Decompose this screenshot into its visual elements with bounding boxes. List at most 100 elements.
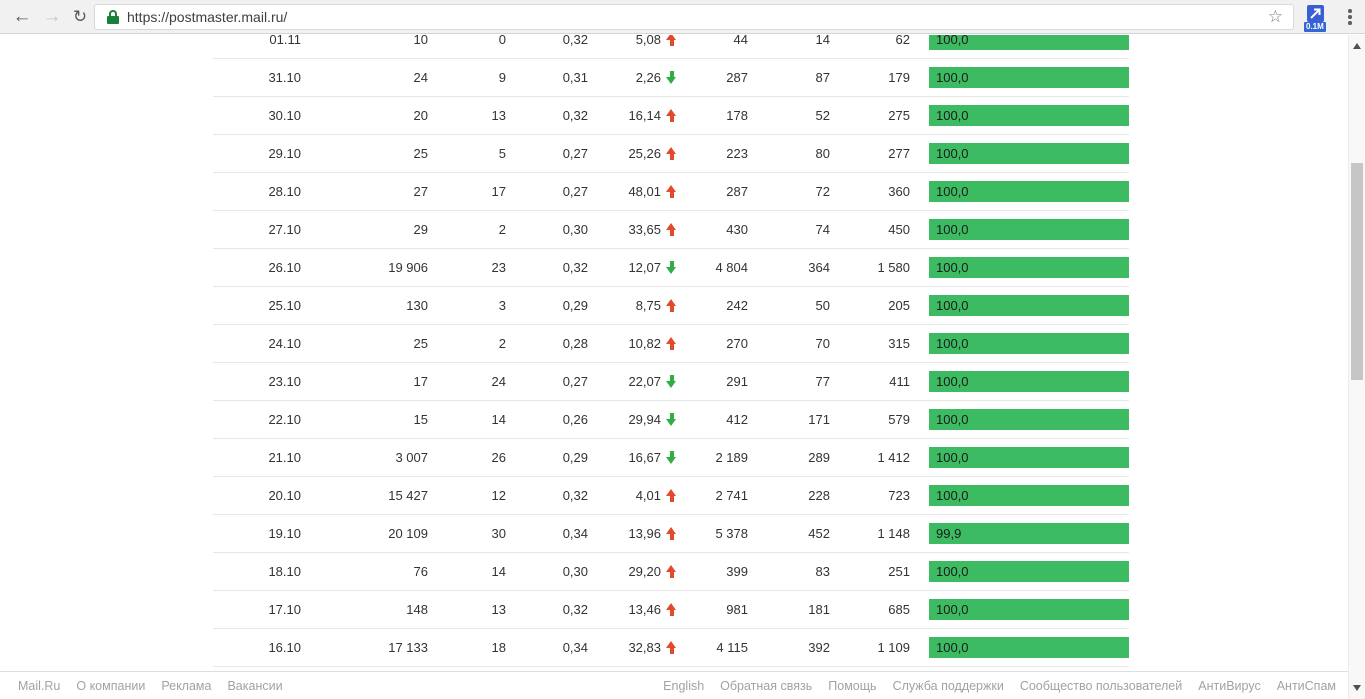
table-row[interactable]: 16.10 17 133 18 0,34 32,83 4 115 392 1 109 100,0 [213, 629, 1129, 667]
footer-link-помощь[interactable]: Помощь [828, 678, 877, 693]
value-cell: 0,27 [562, 146, 588, 161]
value-cell: 579 [888, 412, 910, 427]
value-cell: 17 133 [388, 640, 428, 655]
arrow-down-icon [666, 451, 677, 464]
arrow-up-icon [666, 489, 677, 502]
table-row[interactable]: 19.10 20 109 30 0,34 13,96 5 378 452 1 148 99,9 [213, 515, 1129, 553]
table-row[interactable]: 23.10 17 24 0,27 22,07 291 77 411 100,0 [213, 363, 1129, 401]
date-cell: 19.10 [268, 526, 301, 541]
delta-value: 4,01 [635, 488, 661, 503]
footer-link-обратная-связь[interactable]: Обратная связь [720, 678, 813, 693]
table-row[interactable]: 30.10 20 13 0,32 16,14 178 52 275 100,0 [213, 97, 1129, 135]
footer-link-антиспам[interactable]: АнтиСпам [1276, 678, 1336, 693]
footer-link-mail-ru[interactable]: Mail.Ru [18, 678, 61, 693]
date-cell: 30.10 [268, 108, 301, 123]
delta-value: 5,08 [635, 35, 661, 47]
delta-cell: 32,83 [588, 640, 677, 655]
value-cell: 0,32 [562, 488, 588, 503]
value-cell: 723 [888, 488, 910, 503]
percent-bar-cell: 100,0 [929, 35, 1129, 50]
footer-right-links: English Обратная связь Помощь Служба поддер… [647, 679, 1336, 693]
date-cell: 18.10 [268, 564, 301, 579]
arrow-down-icon [666, 71, 677, 84]
value-cell: 15 [413, 412, 428, 427]
percent-bar: 100,0 [929, 561, 1129, 582]
table-row[interactable]: 18.10 76 14 0,30 29,20 399 83 251 100,0 [213, 553, 1129, 591]
value-cell: 0,30 [562, 222, 588, 237]
table-row[interactable]: 17.10 148 13 0,32 13,46 981 181 685 100,0 [213, 591, 1129, 629]
delta-cell: 2,26 [588, 70, 677, 85]
percent-bar-cell: 100,0 [929, 447, 1129, 468]
footer-link-сообщество-пользователей[interactable]: Сообщество пользователей [1019, 678, 1183, 693]
footer-left-links: Mail.Ru О компании Реклама Вакансии [18, 679, 299, 693]
date-cell: 21.10 [268, 450, 301, 465]
chrome-menu-button[interactable] [1340, 6, 1360, 28]
table-row[interactable]: 29.10 25 5 0,27 25,26 223 80 277 100,0 [213, 135, 1129, 173]
delta-value: 13,96 [628, 526, 661, 541]
percent-bar-cell: 100,0 [929, 143, 1129, 164]
value-cell: 0,34 [562, 526, 588, 541]
value-cell: 3 007 [395, 450, 428, 465]
reload-button[interactable]: ↻ [72, 7, 88, 26]
percent-bar: 100,0 [929, 219, 1129, 240]
scrollbar-thumb[interactable] [1351, 163, 1363, 380]
percent-bar: 100,0 [929, 295, 1129, 316]
delta-value: 22,07 [628, 374, 661, 389]
footer-link-english[interactable]: English [663, 678, 705, 693]
value-cell: 275 [888, 108, 910, 123]
table-row[interactable]: 25.10 130 3 0,29 8,75 242 50 205 100,0 [213, 287, 1129, 325]
delta-cell: 16,67 [588, 450, 677, 465]
table-row[interactable]: 28.10 27 17 0,27 48,01 287 72 360 100,0 [213, 173, 1129, 211]
value-cell: 1 148 [877, 526, 910, 541]
footer-link-реклама[interactable]: Реклама [161, 678, 212, 693]
table-row[interactable]: 24.10 25 2 0,28 10,82 270 70 315 100,0 [213, 325, 1129, 363]
table-row[interactable]: 31.10 24 9 0,31 2,26 287 87 179 100,0 [213, 59, 1129, 97]
value-cell: 26 [491, 450, 506, 465]
value-cell: 0,32 [562, 260, 588, 275]
bookmark-star-icon[interactable]: ☆ [1267, 7, 1283, 26]
delta-cell: 33,65 [588, 222, 677, 237]
value-cell: 25 [413, 336, 428, 351]
table-row[interactable]: 22.10 15 14 0,26 29,94 412 171 579 100,0 [213, 401, 1129, 439]
forward-button[interactable]: → [42, 6, 62, 27]
table-row[interactable]: 26.10 19 906 23 0,32 12,07 4 804 364 1 580 100,0 [213, 249, 1129, 287]
scroll-up-arrow-icon[interactable] [1353, 43, 1361, 49]
value-cell: 315 [888, 336, 910, 351]
table-row[interactable]: 01.11 10 0 0,32 5,08 44 14 62 100,0 [213, 35, 1129, 59]
delta-cell: 13,46 [588, 602, 677, 617]
footer-link-служба-поддержки[interactable]: Служба поддержки [892, 678, 1004, 693]
value-cell: 24 [491, 374, 506, 389]
value-cell: 80 [815, 146, 830, 161]
url-text[interactable]: https://postmaster.mail.ru/ [127, 9, 288, 25]
table-row[interactable]: 27.10 29 2 0,30 33,65 430 74 450 100,0 [213, 211, 1129, 249]
value-cell: 287 [726, 184, 748, 199]
extension-button[interactable]: 0.1M [1304, 5, 1326, 32]
percent-bar: 100,0 [929, 67, 1129, 88]
footer-link-вакансии[interactable]: Вакансии [227, 678, 283, 693]
percent-bar-cell: 100,0 [929, 67, 1129, 88]
date-cell: 27.10 [268, 222, 301, 237]
value-cell: 0,29 [562, 298, 588, 313]
arrow-up-icon [666, 337, 677, 350]
table-row[interactable]: 21.10 3 007 26 0,29 16,67 2 189 289 1 412 100,0 [213, 439, 1129, 477]
table-row[interactable]: 20.10 15 427 12 0,32 4,01 2 741 228 723 100,0 [213, 477, 1129, 515]
footer-link-антивирус[interactable]: АнтиВирус [1198, 678, 1261, 693]
value-cell: 685 [888, 602, 910, 617]
date-cell: 16.10 [268, 640, 301, 655]
value-cell: 18 [491, 640, 506, 655]
value-cell: 13 [491, 108, 506, 123]
value-cell: 25 [413, 146, 428, 161]
delta-value: 29,20 [628, 564, 661, 579]
value-cell: 148 [406, 602, 428, 617]
scroll-down-arrow-icon[interactable] [1353, 685, 1361, 691]
value-cell: 452 [808, 526, 830, 541]
address-bar[interactable]: https://postmaster.mail.ru/ ☆ [94, 4, 1294, 30]
back-button[interactable]: ← [12, 6, 32, 27]
value-cell: 77 [815, 374, 830, 389]
scrollbar[interactable] [1348, 35, 1365, 699]
delta-cell: 22,07 [588, 374, 677, 389]
arrow-up-icon [666, 565, 677, 578]
value-cell: 17 [413, 374, 428, 389]
percent-bar-cell: 100,0 [929, 105, 1129, 126]
footer-link-о-компании[interactable]: О компании [76, 678, 146, 693]
